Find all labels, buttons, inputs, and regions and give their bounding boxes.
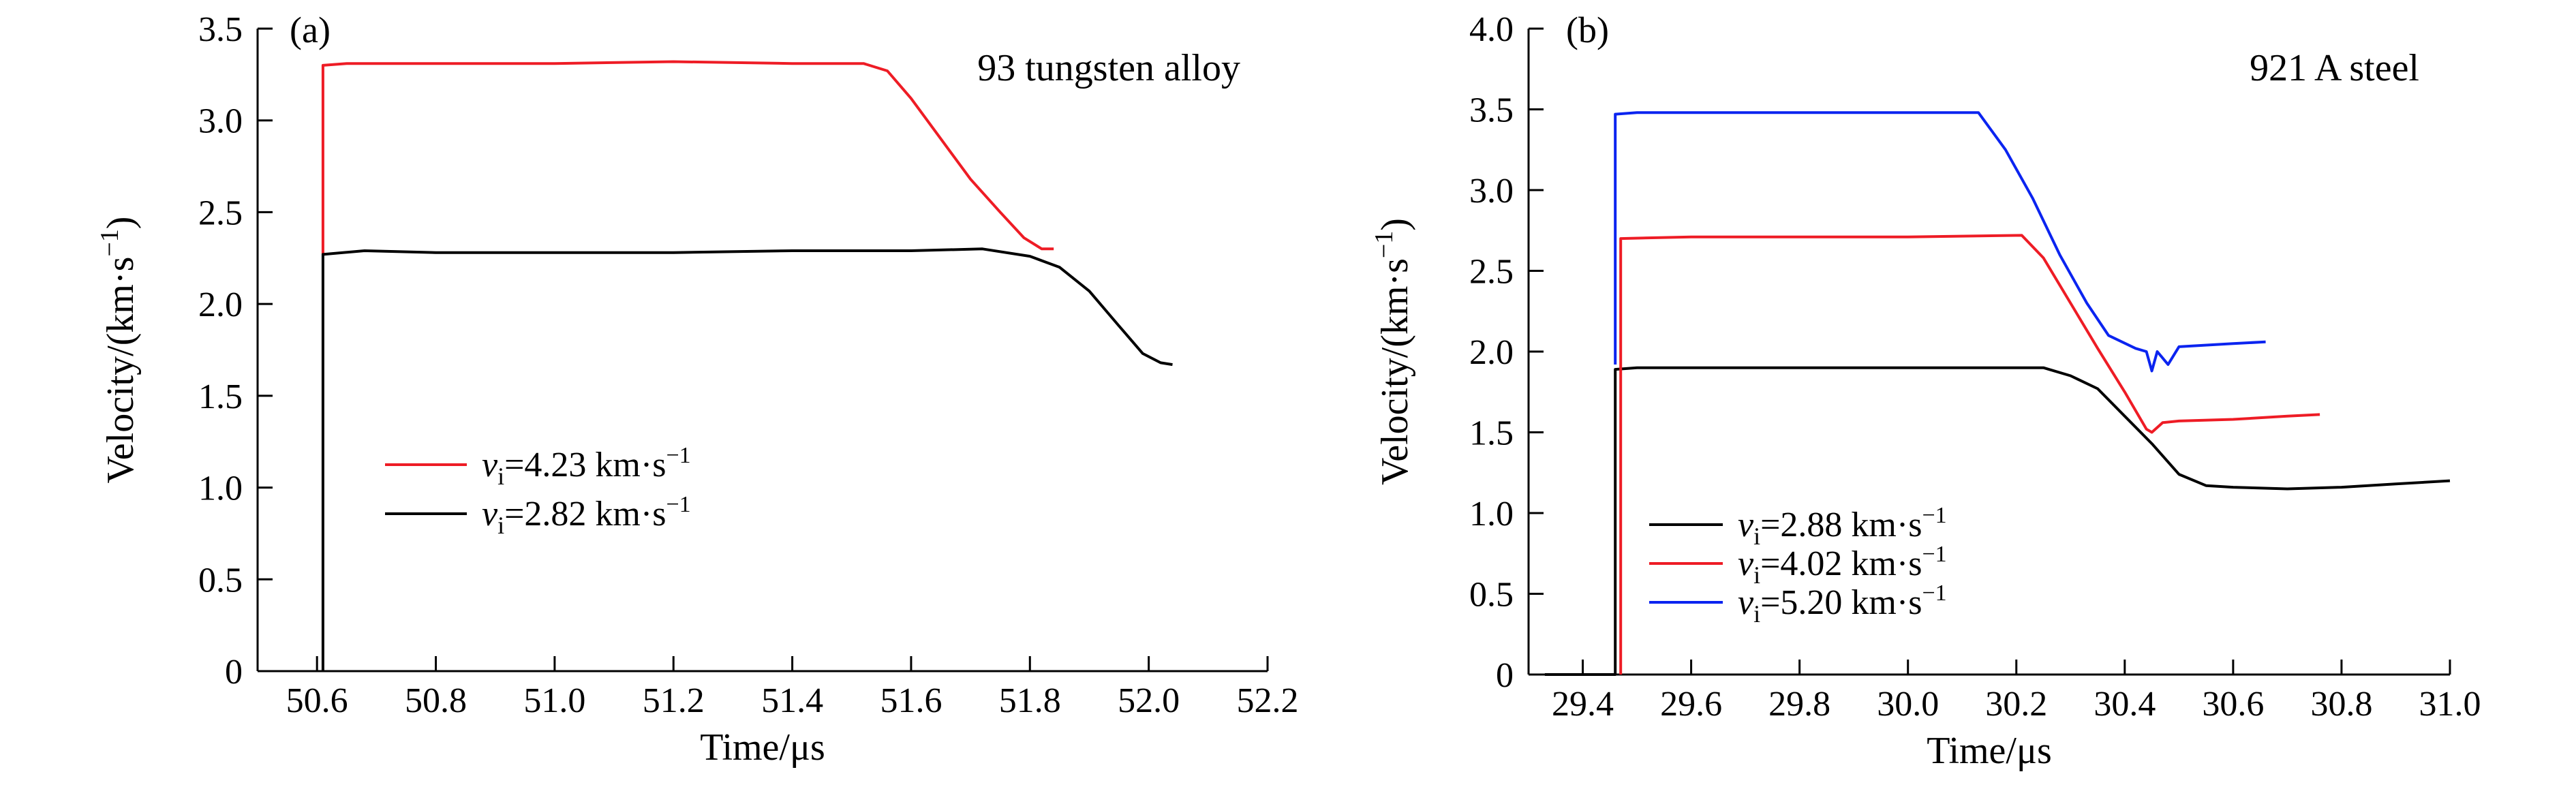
legend-value: =5.20 km·s bbox=[1760, 583, 1922, 622]
panel-a-tungsten-alloy: 0 0.5 1.0 1.5 2.0 2.5 3.0 3.5 50.6 50.8 51.0 51.2 51… bbox=[95, 10, 1299, 769]
y-tick-label: 0 bbox=[225, 653, 243, 692]
y-tick-label: 3.5 bbox=[198, 10, 243, 49]
y-axis-title-end: ) bbox=[99, 217, 142, 230]
legend-var: v bbox=[482, 446, 498, 484]
legend-sub: i bbox=[497, 512, 504, 539]
y-tick-label: 2.0 bbox=[198, 285, 243, 324]
legend-sub: i bbox=[497, 463, 504, 490]
legend-var: v bbox=[1738, 583, 1754, 622]
y-tick-label: 3.5 bbox=[1469, 91, 1514, 130]
y-tick-label: 2.5 bbox=[198, 194, 243, 232]
series-line-2 bbox=[1619, 234, 2320, 675]
y-axis-title: Velocity/(km·s−1) bbox=[1370, 218, 1416, 485]
legend-label-1: vi=4.23 km·s−1 bbox=[482, 443, 691, 490]
x-tick-label: 30.6 bbox=[2202, 685, 2264, 724]
x-axis-title: Time/μs bbox=[700, 726, 825, 769]
x-tick-label: 29.8 bbox=[1768, 685, 1830, 724]
panel-b-steel: 0 0.5 1.0 1.5 2.0 2.5 3.0 3.5 4.0 29.4 29.6 29.8 30.… bbox=[1370, 10, 2481, 772]
material-annotation: 921 A steel bbox=[2250, 47, 2419, 89]
legend-sup: −1 bbox=[666, 443, 690, 468]
y-tick-label: 1.0 bbox=[1469, 495, 1514, 533]
legend-var: v bbox=[482, 495, 498, 533]
legend-sup: −1 bbox=[1922, 542, 1946, 567]
y-axis-title-end: ) bbox=[1374, 218, 1416, 231]
y-tick-label: 0.5 bbox=[1469, 576, 1514, 615]
legend-value: =4.23 km·s bbox=[504, 446, 666, 484]
y-tick-label: 3.0 bbox=[198, 102, 243, 141]
legend-var: v bbox=[1738, 506, 1754, 544]
series-line-2 bbox=[321, 247, 1173, 671]
legend-label-2: vi=2.82 km·s−1 bbox=[482, 492, 691, 539]
legend-sub: i bbox=[1753, 523, 1760, 550]
y-tick-label: 0 bbox=[1496, 656, 1514, 695]
x-tick-label: 51.8 bbox=[999, 681, 1061, 720]
y-tick-label: 4.0 bbox=[1469, 10, 1514, 49]
y-axis-title-main: Velocity/(km·s bbox=[99, 257, 142, 484]
y-tick-label: 0.5 bbox=[198, 561, 243, 600]
y-axis-title-sup: −1 bbox=[1370, 231, 1398, 258]
panel-label: (a) bbox=[290, 10, 331, 50]
legend-value: =2.88 km·s bbox=[1760, 506, 1922, 544]
x-tick-label: 50.6 bbox=[286, 681, 348, 720]
y-tick-label: 3.0 bbox=[1469, 172, 1514, 211]
series-line-3 bbox=[1614, 111, 2266, 373]
legend-label-2: vi=4.02 km·s−1 bbox=[1738, 542, 1947, 589]
x-tick-label: 29.4 bbox=[1552, 685, 1614, 724]
x-tick-label: 31.0 bbox=[2419, 685, 2481, 724]
series-line-1 bbox=[1544, 366, 2451, 676]
y-tick-label: 1.5 bbox=[1469, 414, 1514, 453]
y-tick-label: 1.5 bbox=[198, 377, 243, 416]
y-tick-label: 2.5 bbox=[1469, 253, 1514, 292]
y-axis-title-main: Velocity/(km·s bbox=[1374, 258, 1416, 485]
legend-label-3: vi=5.20 km·s−1 bbox=[1738, 581, 1947, 628]
legend-sup: −1 bbox=[1922, 581, 1946, 606]
legend-value: =4.02 km·s bbox=[1760, 544, 1922, 583]
legend-sub: i bbox=[1753, 561, 1760, 589]
x-tick-label: 52.2 bbox=[1237, 681, 1299, 720]
x-tick-label: 30.0 bbox=[1877, 685, 1939, 724]
x-tick-label: 30.8 bbox=[2310, 685, 2372, 724]
x-tick-label: 30.2 bbox=[1985, 685, 2047, 724]
y-axis-title: Velocity/(km·s−1) bbox=[95, 217, 142, 484]
x-tick-label: 51.6 bbox=[880, 681, 942, 720]
legend-value: =2.82 km·s bbox=[504, 495, 666, 533]
x-tick-label: 51.0 bbox=[523, 681, 585, 720]
panel-label: (b) bbox=[1566, 10, 1609, 50]
x-tick-label: 30.4 bbox=[2094, 685, 2156, 724]
x-tick-label: 51.4 bbox=[761, 681, 823, 720]
x-tick-label: 50.8 bbox=[405, 681, 467, 720]
legend-sup: −1 bbox=[666, 492, 690, 517]
x-tick-label: 29.6 bbox=[1660, 685, 1722, 724]
series-line-1 bbox=[321, 60, 1054, 255]
x-tick-label: 52.0 bbox=[1118, 681, 1180, 720]
y-tick-label: 1.0 bbox=[198, 469, 243, 508]
y-axis-title-sup: −1 bbox=[95, 229, 124, 256]
legend-sub: i bbox=[1753, 600, 1760, 628]
y-tick-label: 2.0 bbox=[1469, 333, 1514, 372]
legend-label-1: vi=2.88 km·s−1 bbox=[1738, 503, 1947, 550]
x-tick-label: 51.2 bbox=[643, 681, 705, 720]
legend-sup: −1 bbox=[1922, 503, 1946, 528]
material-annotation: 93 tungsten alloy bbox=[977, 47, 1240, 89]
x-axis-title: Time/μs bbox=[1927, 730, 2052, 772]
legend-var: v bbox=[1738, 544, 1754, 583]
